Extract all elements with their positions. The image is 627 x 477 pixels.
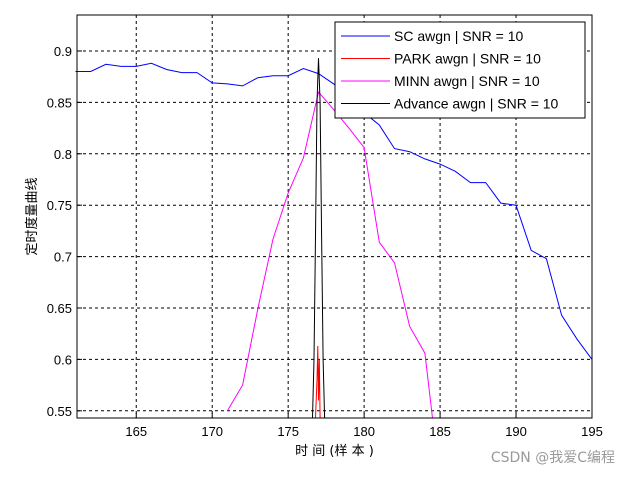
y-tick-label: 0.8: [54, 147, 72, 162]
x-axis-label: 时 间 (样 本 ): [295, 444, 374, 459]
y-tick-label: 0.55: [47, 404, 72, 419]
y-tick-label: 0.6: [54, 352, 72, 367]
y-tick-label: 0.7: [54, 250, 72, 265]
watermark: CSDN @我爱C编程: [490, 450, 615, 466]
x-tick-label: 185: [429, 424, 451, 439]
legend-entry: Advance awgn | SNR = 10: [394, 96, 559, 112]
x-tick-label: 180: [353, 424, 375, 439]
x-tick-label: 195: [581, 424, 603, 439]
x-tick-label: 175: [277, 424, 299, 439]
y-tick-label: 0.65: [47, 301, 72, 316]
plot-frame: [76, 14, 593, 419]
y-tick-label: 0.9: [54, 44, 72, 59]
series-line-2: [226, 91, 433, 419]
y-axis-label: 定时度量曲线: [24, 177, 40, 255]
legend-box: [334, 21, 586, 119]
y-tick-label: 0.85: [47, 95, 72, 110]
series-line-3: [312, 58, 326, 419]
legend-entry: MINN awgn | SNR = 10: [394, 73, 540, 89]
x-tick-label: 190: [505, 424, 527, 439]
legend-entry: PARK awgn | SNR = 10: [394, 51, 541, 67]
x-tick-label: 170: [201, 424, 223, 439]
y-tick-label: 0.75: [47, 198, 72, 213]
x-tick-label: 165: [125, 424, 147, 439]
legend-entry: SC awgn | SNR = 10: [394, 28, 524, 44]
series-line-1: [315, 345, 321, 419]
series-line-0: [75, 62, 593, 360]
